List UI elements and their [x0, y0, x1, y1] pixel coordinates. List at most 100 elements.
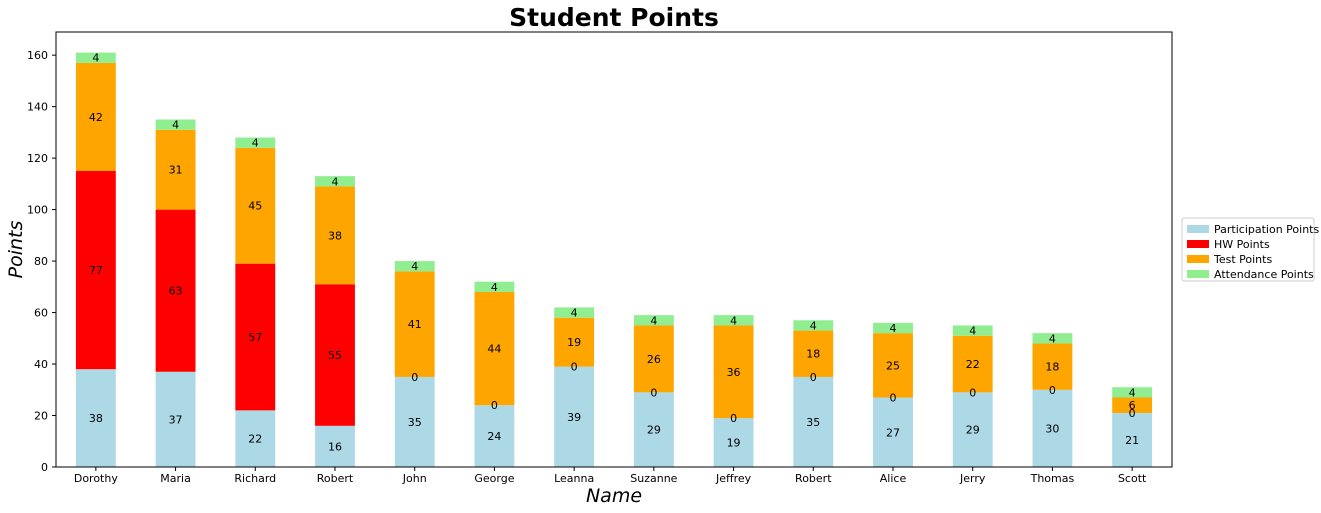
- bar-segment-test-points-13: [1112, 397, 1153, 413]
- data-label-test-points-0: 42: [89, 111, 103, 124]
- bar-segment-attendance-points-7: [633, 315, 674, 326]
- y-tick-label-20: 20: [34, 410, 48, 423]
- data-label-participation-points-2: 22: [248, 433, 262, 446]
- data-label-attendance-points-1: 4: [172, 119, 179, 132]
- data-labels-layer: 3877424376331422574541655384350414240444…: [89, 52, 1139, 454]
- x-tick-label-4: John: [402, 472, 427, 485]
- bar-segment-participation-points-12: [1032, 389, 1073, 467]
- bar-segment-attendance-points-11: [952, 325, 993, 336]
- data-label-hw-points-12: 0: [1049, 384, 1056, 397]
- data-label-test-points-8: 36: [727, 366, 741, 379]
- y-tick-label-80: 80: [34, 255, 48, 268]
- chart-title: Student Points: [509, 3, 719, 32]
- data-label-test-points-7: 26: [647, 353, 661, 366]
- data-label-test-points-13: 6: [1129, 399, 1136, 412]
- data-label-participation-points-13: 21: [1125, 434, 1139, 447]
- x-tick-label-3: Robert: [317, 472, 354, 485]
- bar-segment-participation-points-4: [394, 376, 435, 467]
- data-label-test-points-10: 25: [886, 359, 900, 372]
- data-label-hw-points-0: 77: [89, 264, 103, 277]
- bar-segment-test-points-7: [633, 325, 674, 393]
- data-label-hw-points-1: 63: [169, 285, 183, 298]
- bar-segment-participation-points-0: [75, 369, 116, 467]
- legend-label-3: Attendance Points: [1214, 268, 1314, 281]
- data-label-participation-points-12: 30: [1045, 422, 1059, 435]
- y-tick-label-120: 120: [27, 152, 48, 165]
- x-tick-label-9: Robert: [795, 472, 832, 485]
- data-label-test-points-3: 38: [328, 229, 342, 242]
- legend: Participation Points HW Points Test Points…: [1181, 217, 1319, 282]
- data-label-hw-points-9: 0: [810, 371, 817, 384]
- y-tick-label-140: 140: [27, 101, 48, 114]
- bar-segment-test-points-6: [554, 317, 595, 367]
- bar-segment-participation-points-9: [793, 376, 834, 467]
- bar-segment-participation-points-8: [713, 418, 754, 467]
- x-tick-label-10: Alice: [880, 472, 907, 485]
- legend-swatch-3: [1187, 270, 1209, 278]
- data-label-attendance-points-6: 4: [571, 307, 578, 320]
- bar-segment-participation-points-11: [952, 392, 993, 467]
- x-tick-label-5: George: [474, 472, 514, 485]
- bar-segment-test-points-5: [474, 291, 515, 406]
- data-label-hw-points-13: 0: [1129, 407, 1136, 420]
- bar-segment-attendance-points-8: [713, 315, 754, 326]
- data-label-participation-points-8: 19: [727, 437, 741, 450]
- bar-segment-hw-points-2: [235, 263, 276, 411]
- bar-segment-attendance-points-12: [1032, 333, 1073, 344]
- data-label-attendance-points-4: 4: [411, 260, 418, 273]
- y-tick-label-0: 0: [41, 461, 48, 474]
- data-label-attendance-points-8: 4: [730, 314, 737, 327]
- x-tick-label-8: Jeffrey: [715, 472, 752, 485]
- bar-segment-participation-points-6: [554, 366, 595, 467]
- y-tick-label-160: 160: [27, 49, 48, 62]
- bar-segment-test-points-8: [713, 325, 754, 419]
- data-label-test-points-12: 18: [1045, 361, 1059, 374]
- data-label-attendance-points-9: 4: [810, 319, 817, 332]
- bar-segment-attendance-points-10: [873, 322, 913, 334]
- data-label-attendance-points-2: 4: [252, 137, 259, 150]
- bar-segment-attendance-points-4: [394, 261, 435, 272]
- data-label-test-points-1: 31: [169, 164, 183, 177]
- legend-label-0: Participation Points: [1214, 223, 1319, 236]
- bar-segment-test-points-3: [315, 186, 355, 285]
- data-label-participation-points-10: 27: [886, 426, 900, 439]
- legend-label-1: HW Points: [1214, 238, 1270, 251]
- data-label-participation-points-11: 29: [966, 424, 980, 437]
- x-tick-label-2: Richard: [234, 472, 276, 485]
- data-label-hw-points-4: 0: [411, 371, 418, 384]
- legend-swatch-1: [1187, 240, 1209, 248]
- data-label-hw-points-2: 57: [248, 331, 262, 344]
- data-label-hw-points-8: 0: [730, 412, 737, 425]
- bar-segment-participation-points-10: [873, 397, 913, 467]
- bar-segment-test-points-12: [1032, 343, 1073, 390]
- x-tick-label-7: Suzanne: [630, 472, 677, 485]
- data-label-test-points-4: 41: [408, 318, 422, 331]
- x-axis: Dorothy Maria Richard Robert John George Leann…: [74, 467, 1147, 485]
- bar-segment-test-points-9: [793, 330, 834, 377]
- data-label-test-points-2: 45: [248, 200, 262, 213]
- bar-segment-test-points-1: [155, 129, 196, 210]
- bar-segment-test-points-10: [873, 333, 913, 398]
- data-label-hw-points-11: 0: [969, 386, 976, 399]
- data-label-test-points-5: 44: [487, 343, 501, 356]
- data-label-attendance-points-3: 4: [332, 175, 339, 188]
- bar-segment-attendance-points-13: [1112, 387, 1153, 398]
- bar-segment-test-points-0: [75, 62, 116, 171]
- x-tick-label-6: Leanna: [554, 472, 594, 485]
- data-label-hw-points-5: 0: [491, 399, 498, 412]
- x-tick-label-0: Dorothy: [74, 472, 118, 485]
- data-label-participation-points-4: 35: [408, 416, 422, 429]
- x-tick-label-11: Jerry: [959, 472, 986, 485]
- data-label-test-points-6: 19: [567, 336, 581, 349]
- bar-segment-test-points-4: [394, 271, 435, 377]
- bars-layer: [75, 52, 1153, 467]
- bar-segment-hw-points-0: [75, 170, 116, 370]
- bar-segment-participation-points-1: [155, 371, 196, 467]
- legend-box: [1181, 217, 1315, 282]
- data-label-participation-points-3: 16: [328, 440, 342, 453]
- x-axis-label: Name: [586, 485, 642, 507]
- bar-segment-participation-points-13: [1112, 412, 1153, 467]
- legend-swatch-2: [1187, 255, 1209, 263]
- legend-swatch-0: [1187, 225, 1209, 233]
